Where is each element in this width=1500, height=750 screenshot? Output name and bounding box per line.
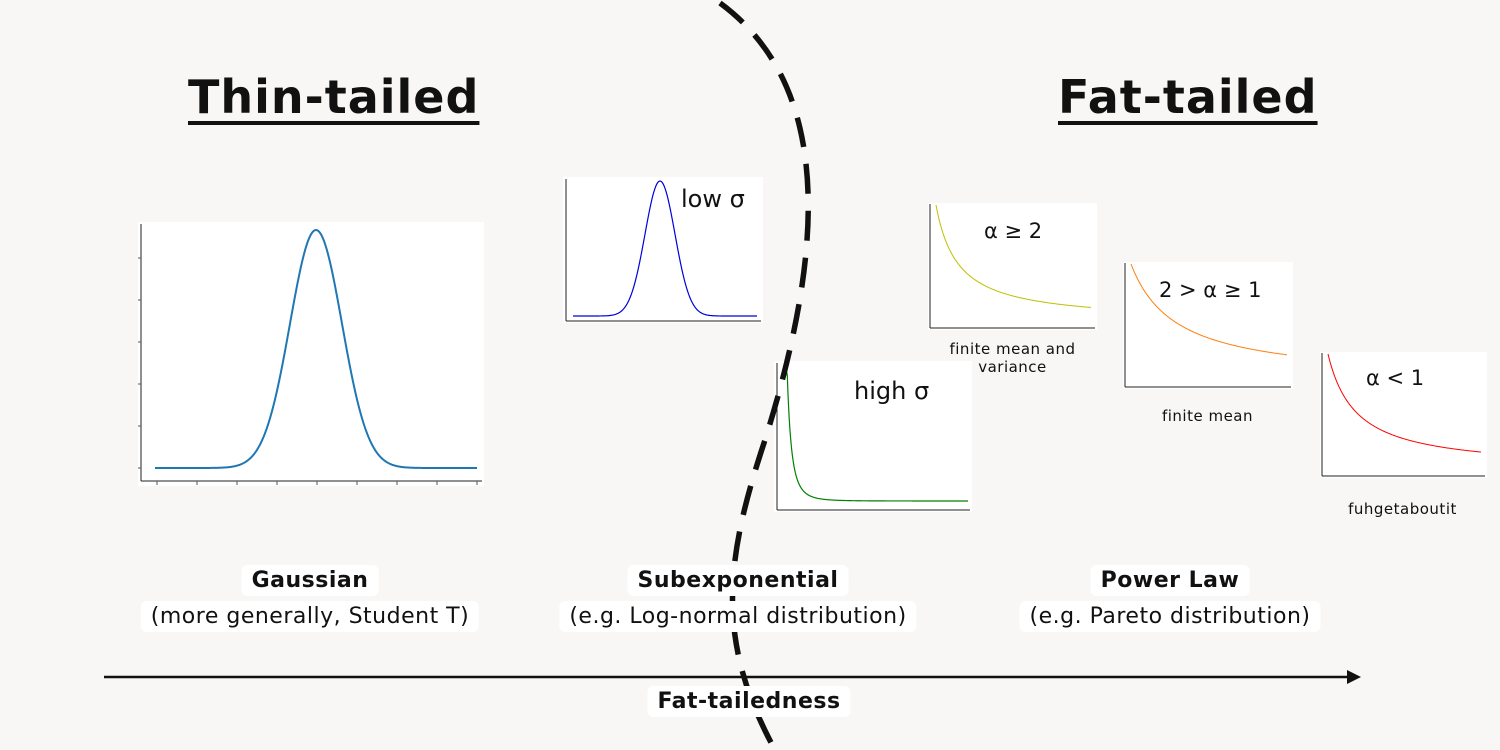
plot-gaussian bbox=[138, 222, 484, 486]
alpha-ge-2-curve bbox=[935, 204, 1092, 308]
low-sigma-label: low σ bbox=[681, 185, 745, 213]
high-sigma-label: high σ bbox=[854, 377, 930, 405]
plot-alpha-1-2: 2 > α ≥ 1 bbox=[1123, 262, 1293, 389]
heading-fat-tailed: Fat-tailed bbox=[1058, 70, 1318, 124]
plot-alpha-lt-1: α < 1 bbox=[1320, 352, 1487, 478]
alpha-lt-1-caption: fuhgetaboutit bbox=[1348, 500, 1457, 518]
subexponential-title: Subexponential bbox=[627, 565, 849, 596]
plot-high-sigma: high σ bbox=[774, 361, 972, 512]
gaussian-curve bbox=[155, 228, 477, 469]
alpha-lt-1-label: α < 1 bbox=[1366, 366, 1425, 390]
heading-thin-tailed: Thin-tailed bbox=[188, 70, 480, 124]
power-law-subtitle: (e.g. Pareto distribution) bbox=[1019, 601, 1321, 632]
plot-alpha-ge-2: α ≥ 2 bbox=[928, 203, 1097, 330]
alpha-1-2-caption: finite mean bbox=[1161, 407, 1254, 425]
alpha-1-2-label: 2 > α ≥ 1 bbox=[1159, 278, 1262, 302]
high-sigma-curve bbox=[783, 371, 968, 502]
alpha-lt-1-curve bbox=[1327, 353, 1482, 453]
gaussian-subtitle: (more generally, Student T) bbox=[140, 601, 480, 632]
axis-arrowhead bbox=[1347, 670, 1361, 684]
alpha-ge-2-label: α ≥ 2 bbox=[984, 219, 1043, 243]
gaussian-title: Gaussian bbox=[241, 565, 379, 596]
plot-gaussian-svg bbox=[138, 224, 482, 485]
subexponential-subtitle: (e.g. Log-normal distribution) bbox=[559, 601, 917, 632]
alpha-ge-2-caption: finite mean and variance bbox=[949, 340, 1076, 376]
alpha-1-2-curve bbox=[1130, 263, 1288, 356]
plot-low-sigma: low σ bbox=[563, 177, 763, 323]
axis-label: Fat-tailedness bbox=[647, 686, 851, 717]
power-law-title: Power Law bbox=[1090, 565, 1250, 596]
